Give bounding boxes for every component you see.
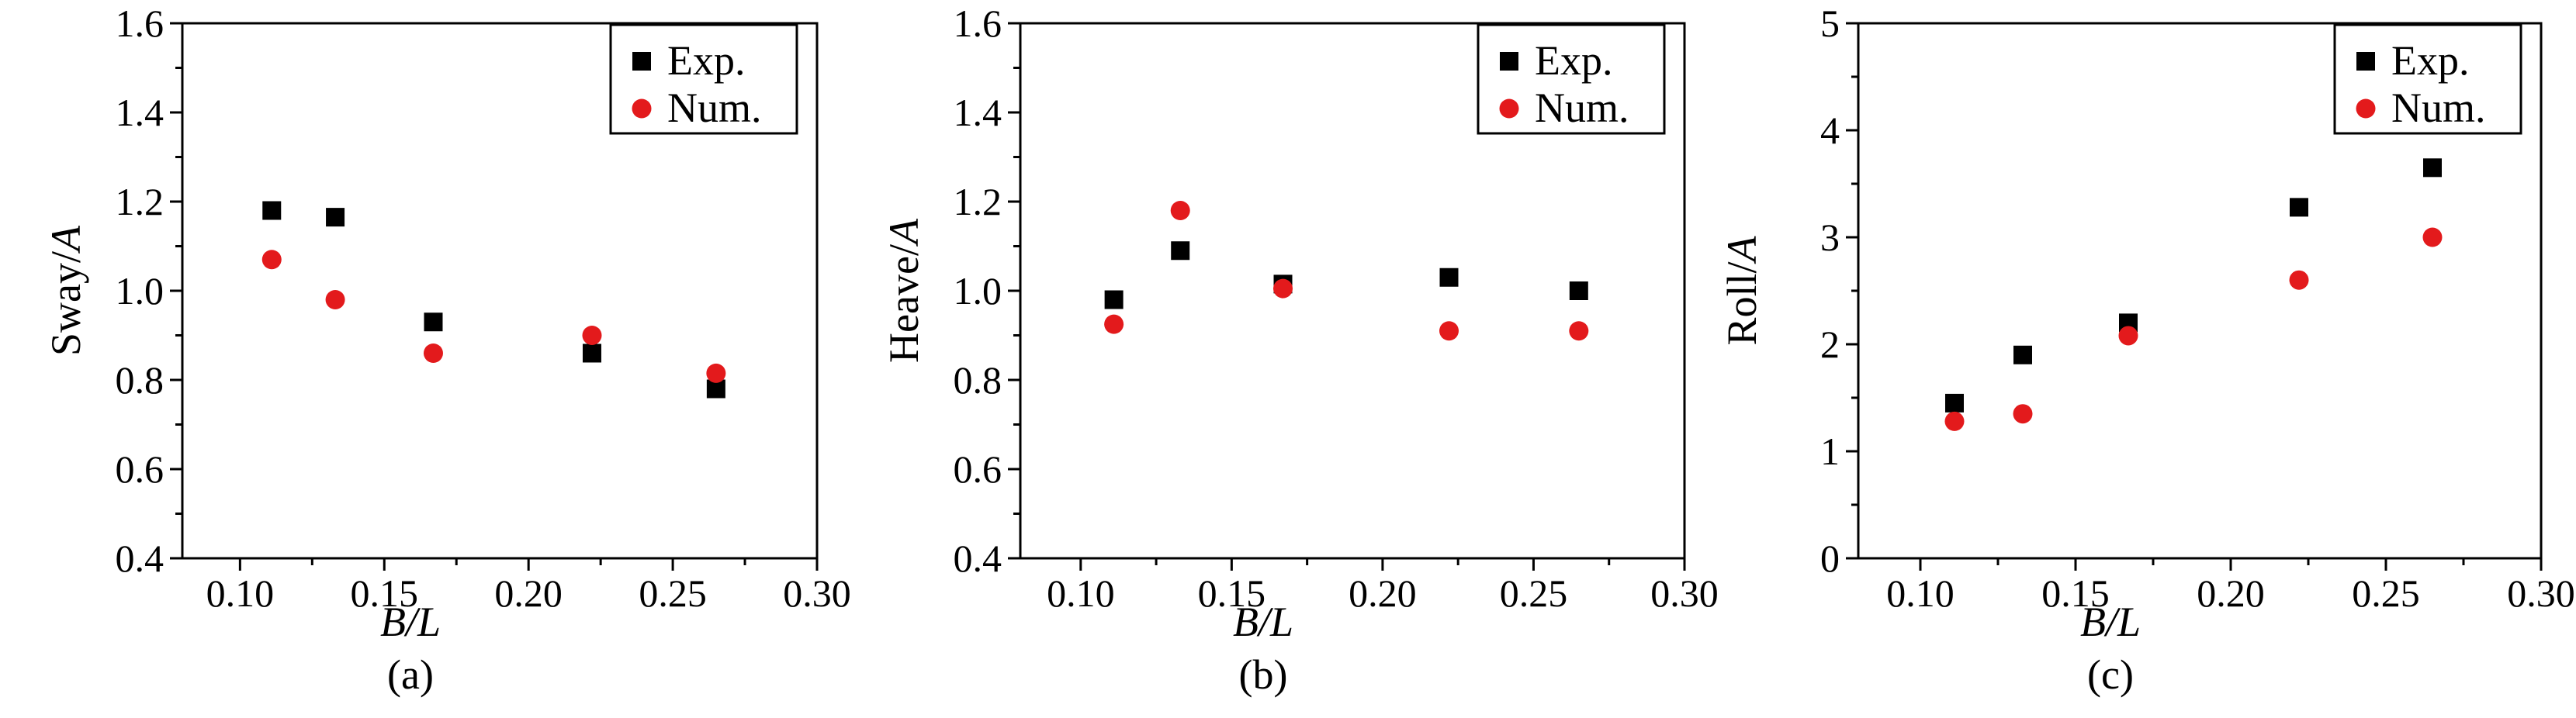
exp-data-point <box>2013 345 2032 364</box>
y-axis-label-variable: A <box>1719 235 1765 264</box>
y-axis-label-variable: A <box>881 218 927 247</box>
exp-data-point <box>326 208 345 227</box>
exp-data-point <box>1439 268 1459 287</box>
exp-data-point <box>2290 198 2308 217</box>
legend: Exp.Num. <box>2333 23 2522 135</box>
y-tick-label: 0.8 <box>116 358 164 402</box>
panel-label: (b) <box>1239 651 1288 698</box>
legend-label: Num. <box>667 85 762 131</box>
y-axis-label: Roll/A <box>1719 235 1765 345</box>
y-tick-label: 1.0 <box>954 269 1002 312</box>
x-tick-label: 0.25 <box>1500 571 1568 615</box>
num-data-point <box>1569 321 1589 341</box>
y-axis-label-prefix: Heave/ <box>881 244 927 363</box>
y-tick-label: 1.6 <box>954 2 1002 45</box>
num-data-point <box>2422 227 2443 247</box>
legend: Exp.Num. <box>609 23 798 135</box>
num-data-point <box>1104 314 1124 334</box>
num-data-point <box>261 250 282 270</box>
x-tick-label: 0.15 <box>351 571 419 615</box>
x-tick-label: 0.10 <box>1047 571 1115 615</box>
y-tick-label: 0.6 <box>116 447 164 491</box>
legend-label: Num. <box>1535 85 1629 131</box>
num-data-point <box>2289 270 2309 290</box>
x-tick-label: 0.20 <box>1349 571 1417 615</box>
legend-exp-marker <box>2356 52 2375 71</box>
exp-data-point <box>1569 281 1588 300</box>
num-data-point <box>1273 278 1293 299</box>
legend-label: Exp. <box>2391 37 2470 84</box>
exp-data-point <box>2423 158 2442 178</box>
y-tick-label: 2 <box>1820 323 1840 366</box>
y-tick-label: 0.8 <box>954 358 1002 402</box>
num-data-point <box>1944 411 1965 431</box>
x-tick-label: 0.10 <box>206 571 275 615</box>
panel-label: (c) <box>2087 651 2134 698</box>
legend-label: Exp. <box>667 37 746 84</box>
y-tick-label: 0.4 <box>116 537 164 580</box>
y-tick-label: 1 <box>1820 430 1840 473</box>
x-tick-label: 0.30 <box>783 571 851 615</box>
exp-data-point <box>1104 290 1124 309</box>
x-tick-label: 0.30 <box>2507 571 2575 615</box>
x-axis-label: B/L <box>1233 599 1293 645</box>
num-data-point <box>2013 404 2033 424</box>
exp-data-point <box>262 201 282 220</box>
y-tick-label: 4 <box>1820 109 1840 152</box>
x-tick-label: 0.10 <box>1886 571 1955 615</box>
y-tick-label: 1.2 <box>116 180 164 223</box>
y-tick-label: 1.2 <box>954 180 1002 223</box>
num-data-point <box>1439 321 1459 341</box>
y-axis-label-prefix: Sway/ <box>43 251 89 356</box>
x-tick-label: 0.25 <box>639 571 707 615</box>
y-tick-label: 1.4 <box>116 91 164 134</box>
exp-data-point <box>582 343 601 363</box>
y-tick-label: 1.6 <box>116 2 164 45</box>
num-data-point <box>423 343 443 363</box>
y-tick-label: 0.4 <box>954 537 1002 580</box>
y-tick-label: 0.6 <box>954 447 1002 491</box>
y-axis-label-prefix: Roll/ <box>1719 261 1765 345</box>
y-tick-label: 1.0 <box>116 269 164 312</box>
panel-label: (a) <box>387 651 434 698</box>
legend-num-marker <box>2356 98 2376 119</box>
y-tick-label: 0 <box>1820 537 1840 580</box>
legend-num-marker <box>632 98 652 119</box>
y-axis-label: Heave/A <box>881 218 927 363</box>
legend-num-marker <box>1499 98 1519 119</box>
x-tick-label: 0.15 <box>2041 571 2110 615</box>
num-data-point <box>2118 326 2138 346</box>
legend-exp-marker <box>1500 52 1518 71</box>
num-data-point <box>582 326 602 345</box>
y-tick-label: 1.4 <box>954 91 1002 134</box>
x-tick-label: 0.20 <box>2197 571 2265 615</box>
x-axis-label: B/L <box>2080 599 2141 645</box>
x-axis-label: B/L <box>380 599 441 645</box>
num-data-point <box>1170 201 1190 220</box>
y-axis-label-variable: A <box>43 225 89 254</box>
legend-exp-marker <box>632 52 651 71</box>
exp-data-point <box>1945 393 1964 413</box>
chart-panel-b: 0.10 0.15 0.20 0.25 0.30 0.4 0.6 0.8 1.0 1.2 1.4 1.… <box>881 2 1719 698</box>
chart-panel-a: 0.10 0.15 0.20 0.25 0.30 0.4 0.6 0.8 1.0 1.2 1.4 1.… <box>43 2 851 698</box>
x-tick-label: 0.25 <box>2352 571 2420 615</box>
exp-data-point <box>424 312 443 332</box>
num-data-point <box>325 290 345 309</box>
y-axis-label: Sway/A <box>43 225 89 356</box>
num-data-point <box>706 363 726 383</box>
exp-data-point <box>1171 241 1190 261</box>
chart-panel-c: 0.10 0.15 0.20 0.25 0.30 0 1 2 3 4 5 B/L Roll/A (c) Ex… <box>1719 2 2575 698</box>
legend: Exp.Num. <box>1477 23 1666 135</box>
x-tick-label: 0.15 <box>1198 571 1266 615</box>
legend-label: Num. <box>2391 85 2486 131</box>
legend-label: Exp. <box>1535 37 1613 84</box>
x-tick-label: 0.30 <box>1650 571 1719 615</box>
y-tick-label: 5 <box>1820 2 1840 45</box>
y-tick-label: 3 <box>1820 216 1840 259</box>
x-tick-label: 0.20 <box>494 571 563 615</box>
